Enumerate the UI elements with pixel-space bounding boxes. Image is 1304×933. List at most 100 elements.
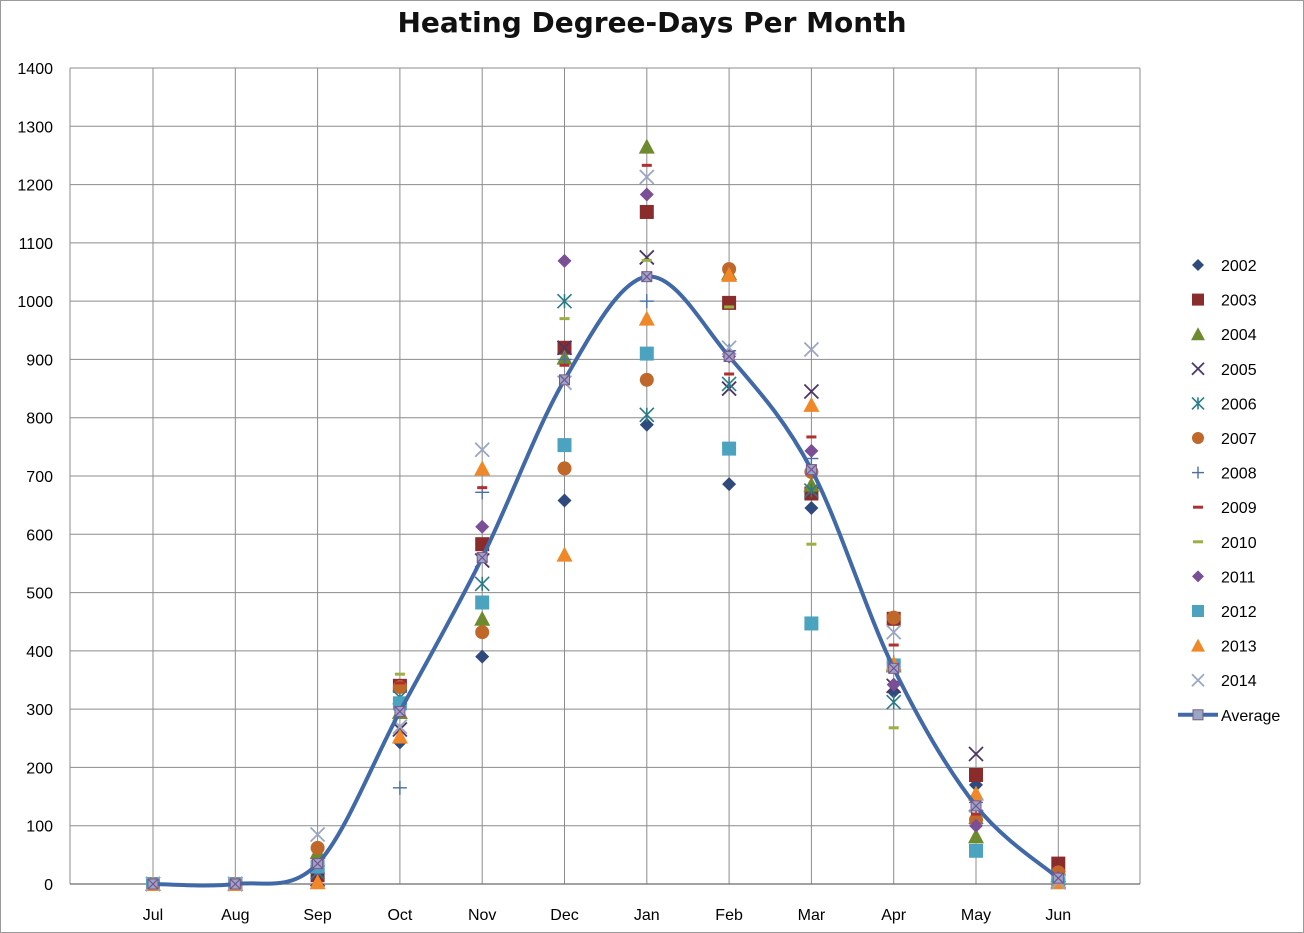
legend-swatch [1193,505,1203,509]
x-tick-label: Oct [387,907,412,924]
legend-label: 2008 [1221,466,1257,483]
legend-swatch [1193,540,1203,544]
data-point [474,442,490,458]
data-point [639,169,655,185]
legend-item-2011: 2011 [1192,569,1256,586]
data-point [806,542,817,546]
legend-item-2002: 2002 [1192,258,1257,275]
legend-label: 2007 [1221,431,1257,448]
x-tick-label: Apr [881,907,907,924]
data-point [888,662,900,674]
data-point [639,187,654,202]
legend-item-2008: 2008 [1192,466,1257,483]
data-point [639,407,655,423]
x-tick-label: Jan [634,907,660,924]
data-point [638,138,655,154]
data-point [474,610,491,626]
data-point [639,346,654,361]
series-Average [147,271,1064,890]
legend-item-2009: 2009 [1193,500,1257,517]
legend-swatch [1192,605,1204,617]
legend-swatch [1191,362,1205,376]
legend-item-2013: 2013 [1191,638,1257,656]
data-point [559,374,570,386]
data-point [475,625,490,640]
series-2002 [146,417,1066,891]
y-tick-label: 1100 [19,236,54,253]
legend-label: 2002 [1221,258,1257,275]
legend-swatch [1192,293,1204,306]
series-2013 [145,266,1067,891]
chart-title: Heating Degree-Days Per Month [397,6,907,39]
data-point [557,438,572,453]
x-tick-label: Jul [143,907,163,924]
x-tick-label: Aug [221,907,249,924]
legend-item-2003: 2003 [1192,293,1257,310]
legend-label: 2014 [1221,673,1257,690]
data-point [641,258,652,262]
data-point [310,840,325,855]
legend-item-2005: 2005 [1191,362,1257,379]
data-point [803,383,820,400]
data-point [477,486,488,490]
legend-item-2012: 2012 [1192,604,1257,621]
data-point [557,493,572,508]
legend-item-2007: 2007 [1192,431,1257,448]
data-point [394,705,406,717]
legend-label: 2006 [1221,396,1257,413]
y-tick-label: 500 [26,586,53,603]
data-point [888,726,899,730]
plot-area: 0 100 200 300 400 500 600 700 800 900 1000 1100 1200… [17,61,1141,924]
data-point [556,293,573,309]
data-point [805,464,817,476]
data-point [968,828,984,844]
data-point [312,858,324,870]
data-point [721,376,737,392]
data-point [722,441,737,456]
data-point [475,649,490,664]
data-point [803,483,819,499]
data-point [804,501,819,516]
series-2005 [145,249,1066,892]
legend-swatch [1192,432,1204,444]
data-point [723,351,735,363]
legend-swatch [1192,259,1204,271]
series-2003 [146,204,1066,891]
data-point [803,396,820,412]
data-point [557,461,572,476]
data-point [556,546,573,562]
legend-item-Average: Average [1178,708,1280,725]
y-tick-label: 100 [26,819,53,836]
legend-item-2004: 2004 [1191,327,1257,344]
y-tick-label: 600 [26,527,53,544]
series-2011 [146,187,1066,891]
data-point [641,271,653,283]
x-tick-label: Nov [468,907,496,924]
data-point [724,305,735,309]
data-point [886,694,902,710]
y-tick-label: 1400 [17,61,53,78]
average-line [151,274,1061,888]
data-point [559,363,570,367]
data-point [970,800,982,812]
series-2010 [148,258,1064,886]
data-point [721,266,738,282]
data-point [886,624,902,640]
series-2014 [145,169,1066,892]
legend-swatch [1191,396,1205,410]
data-point [639,372,654,387]
data-point [229,878,241,890]
legend-item-2010: 2010 [1193,535,1257,552]
y-tick-label: 700 [26,469,53,486]
y-tick-label: 1300 [17,119,53,136]
data-point [475,519,490,534]
data-point [475,595,490,610]
data-point [639,204,654,219]
data-point [557,253,572,268]
x-tick-label: Feb [715,907,743,924]
data-point [476,552,488,564]
data-point [1052,872,1064,884]
legend-item-2014: 2014 [1191,673,1257,690]
